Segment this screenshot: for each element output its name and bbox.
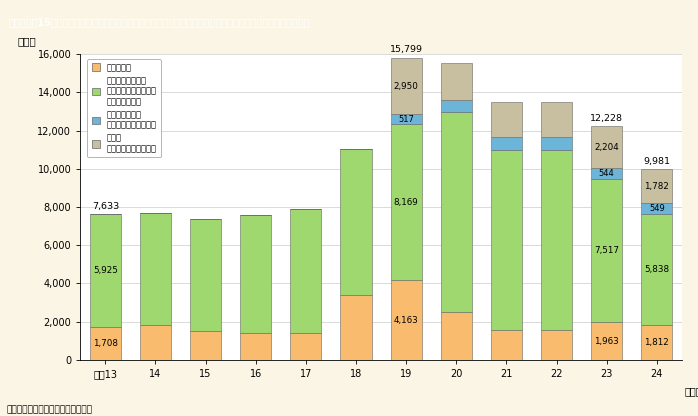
Bar: [641, 169, 672, 203]
Text: 15,799: 15,799: [389, 45, 423, 54]
Text: 8,169: 8,169: [394, 198, 419, 207]
Bar: [140, 325, 171, 360]
Text: 5,925: 5,925: [93, 266, 118, 275]
Bar: [591, 126, 623, 168]
Text: 4,163: 4,163: [394, 316, 419, 324]
Bar: [341, 295, 371, 360]
Text: （件）: （件）: [17, 37, 36, 47]
Bar: [341, 149, 371, 295]
Bar: [641, 203, 672, 214]
Bar: [240, 334, 272, 360]
Bar: [541, 150, 572, 329]
Bar: [491, 150, 522, 329]
Bar: [491, 102, 522, 137]
Bar: [541, 329, 572, 360]
Text: 2,204: 2,204: [595, 143, 619, 152]
Bar: [541, 102, 572, 137]
Bar: [541, 137, 572, 150]
Text: 549: 549: [649, 204, 664, 213]
Bar: [90, 214, 121, 327]
Text: 1,812: 1,812: [644, 338, 669, 347]
Bar: [440, 312, 472, 360]
Bar: [391, 58, 422, 114]
Bar: [391, 114, 422, 124]
Text: 9,981: 9,981: [644, 157, 670, 166]
Bar: [641, 214, 672, 325]
Text: 7,633: 7,633: [91, 201, 119, 210]
Text: 1,782: 1,782: [644, 182, 669, 191]
Bar: [591, 322, 623, 360]
Text: 2,950: 2,950: [394, 82, 419, 91]
Bar: [90, 327, 121, 360]
Bar: [641, 325, 672, 360]
Bar: [440, 112, 472, 312]
Text: （備考）厚生労働省資料より作成。: （備考）厚生労働省資料より作成。: [7, 405, 93, 414]
Bar: [190, 219, 221, 331]
Text: 第１－５－15図　都道府県労働局雇用均等室に寄せられた職場におけるセクシュアル・ハラスメントの相談件数: 第１－５－15図 都道府県労働局雇用均等室に寄せられた職場におけるセクシュアル・…: [8, 17, 310, 27]
Legend: 事業主から, 女性労働者等から
（平成１９年度以降女
性労働者のみ）, 男性労働者から
（平成１９年度以降）, その他
（平成１９年度以降）: 事業主から, 女性労働者等から （平成１９年度以降女 性労働者のみ）, 男性労働…: [87, 59, 161, 157]
Bar: [391, 124, 422, 280]
Bar: [491, 329, 522, 360]
Text: 517: 517: [399, 115, 414, 124]
Bar: [591, 168, 623, 179]
Bar: [190, 331, 221, 360]
Text: 5,838: 5,838: [644, 265, 669, 274]
Text: 1,963: 1,963: [595, 337, 619, 346]
Text: 1,708: 1,708: [93, 339, 118, 348]
Bar: [290, 334, 322, 360]
Text: （年度）: （年度）: [685, 386, 698, 396]
Text: 7,517: 7,517: [594, 246, 619, 255]
Bar: [440, 63, 472, 100]
Bar: [591, 179, 623, 322]
Bar: [140, 213, 171, 325]
Text: 12,228: 12,228: [591, 114, 623, 123]
Bar: [491, 137, 522, 150]
Bar: [440, 100, 472, 112]
Text: 544: 544: [599, 169, 615, 178]
Bar: [240, 215, 272, 334]
Bar: [391, 280, 422, 360]
Bar: [290, 209, 322, 334]
